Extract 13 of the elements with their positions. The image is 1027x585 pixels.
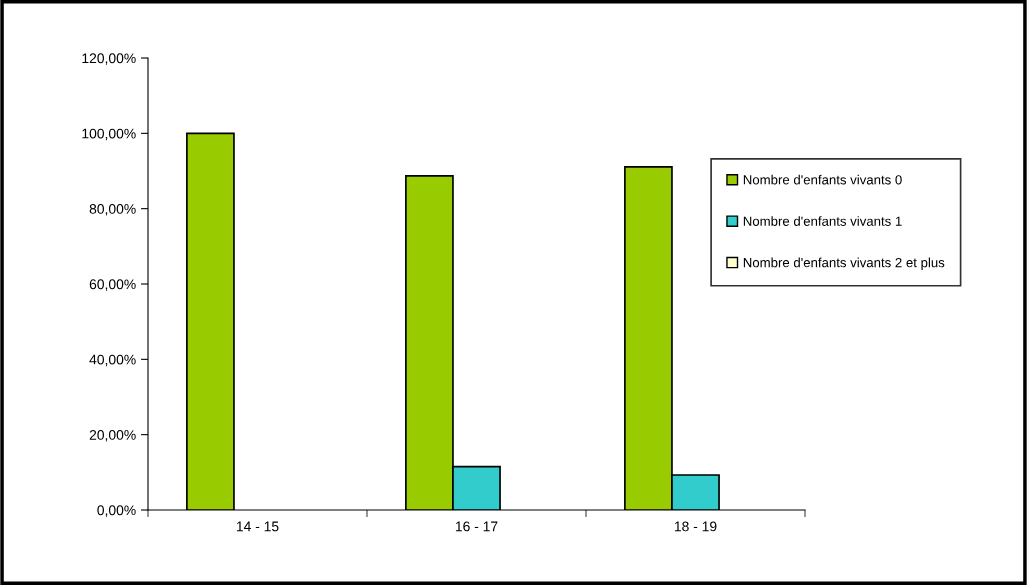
y-tick-label: 120,00% bbox=[82, 53, 136, 65]
y-tick-label: 100,00% bbox=[82, 128, 136, 141]
x-tick-label: 16 - 17 bbox=[455, 521, 498, 532]
y-tick-label: 20,00% bbox=[89, 430, 136, 442]
y-tick-label: 0,00% bbox=[97, 505, 136, 517]
y-tick-label: 60,00% bbox=[89, 279, 136, 291]
x-tick-label: 14 - 15 bbox=[236, 521, 279, 532]
legend-label: Nombre d'enfants vivants 1 bbox=[743, 216, 902, 226]
y-tick-label: 40,00% bbox=[89, 354, 136, 367]
x-tick-label: 18 - 19 bbox=[674, 521, 717, 532]
y-tick-label: 80,00% bbox=[89, 204, 136, 216]
legend-label: Nombre d'enfants vivants 0 bbox=[743, 174, 902, 185]
legend-label: Nombre d'enfants vivants 2 et plus bbox=[743, 257, 945, 270]
